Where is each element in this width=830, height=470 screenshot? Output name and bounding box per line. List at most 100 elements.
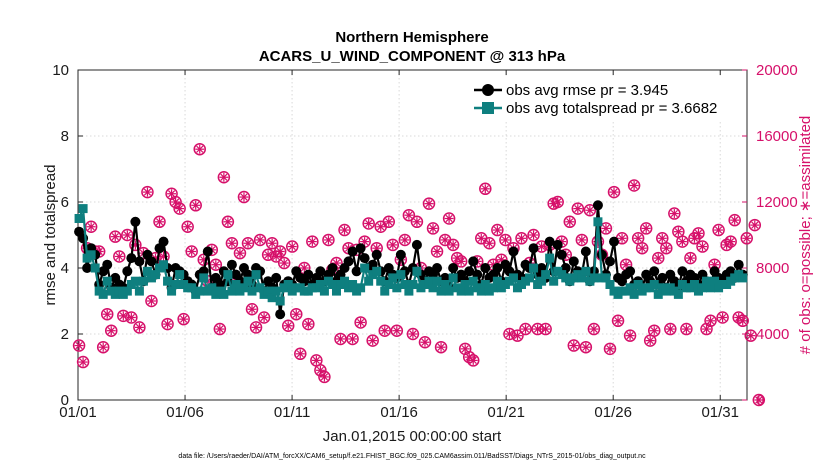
rmse-point bbox=[158, 236, 169, 247]
asterisk-stroke bbox=[694, 229, 703, 237]
spread-point bbox=[436, 286, 446, 296]
possible-obs-point bbox=[623, 329, 637, 342]
possible-obs-point bbox=[563, 215, 577, 229]
assimilated-obs-point bbox=[661, 243, 671, 253]
spread-point bbox=[710, 276, 720, 286]
rmse-point bbox=[508, 246, 519, 257]
spread-point bbox=[271, 286, 281, 296]
asterisk-stroke bbox=[590, 325, 598, 333]
rmse-point bbox=[347, 246, 358, 257]
possible-obs-point bbox=[72, 339, 86, 352]
spread-point bbox=[412, 266, 422, 276]
assimilated-obs-point bbox=[746, 331, 756, 341]
assimilated-obs-point bbox=[637, 243, 647, 253]
spread-point bbox=[142, 266, 152, 276]
rmse-point bbox=[552, 239, 563, 250]
spread-point bbox=[541, 270, 551, 280]
spread-point bbox=[428, 283, 438, 293]
spread-point bbox=[581, 266, 591, 276]
asterisk-stroke bbox=[167, 190, 176, 198]
asterisk-stroke bbox=[642, 224, 650, 233]
possible-obs-point bbox=[442, 212, 456, 225]
spread-point bbox=[263, 286, 273, 296]
assimilated-obs-point bbox=[581, 342, 591, 352]
x-tick-label: 01/31 bbox=[701, 404, 739, 421]
possible-obs-point bbox=[752, 393, 766, 407]
possible-obs-point bbox=[422, 197, 436, 210]
assimilated-obs-point bbox=[211, 260, 221, 270]
rmse-point bbox=[122, 266, 133, 277]
possible-obs-point bbox=[318, 370, 331, 384]
asterisk-stroke bbox=[574, 204, 582, 213]
assimilated-obs-point bbox=[480, 184, 490, 194]
asterisk-stroke bbox=[304, 320, 312, 328]
rmse-point bbox=[343, 256, 354, 267]
possible-obs-point bbox=[378, 324, 392, 337]
possible-obs-point bbox=[173, 202, 186, 215]
assimilated-obs-point bbox=[146, 296, 156, 306]
asterisk-stroke bbox=[517, 234, 526, 242]
asterisk-stroke bbox=[212, 261, 220, 269]
assimilated-obs-point bbox=[179, 314, 189, 324]
assimilated-obs-point bbox=[291, 309, 301, 319]
possible-obs-point bbox=[712, 223, 725, 237]
spread-point bbox=[400, 280, 410, 289]
asterisk-stroke bbox=[477, 234, 485, 242]
possible-obs-point bbox=[104, 324, 118, 337]
rmse-point bbox=[411, 239, 422, 250]
possible-obs-point bbox=[660, 241, 673, 255]
y-tick-label: 10 bbox=[52, 62, 69, 79]
spread-point bbox=[605, 280, 615, 289]
asterisk-stroke bbox=[429, 224, 437, 233]
spread-point bbox=[219, 289, 229, 299]
assimilated-obs-point bbox=[303, 319, 313, 329]
spread-point bbox=[86, 250, 96, 260]
rmse-point bbox=[649, 266, 660, 277]
asterisk-stroke bbox=[316, 366, 325, 374]
rmse-point bbox=[130, 216, 141, 227]
asterisk-stroke bbox=[690, 234, 699, 242]
assimilated-obs-point bbox=[601, 223, 611, 233]
assimilated-obs-point bbox=[368, 336, 378, 346]
possible-obs-point bbox=[479, 182, 492, 196]
assimilated-obs-point bbox=[537, 242, 547, 252]
x-axis-ticks: 01/01 01/06 01/11 01/16 01/21 01/26 01/31 bbox=[59, 70, 739, 421]
assimilated-obs-point bbox=[167, 189, 177, 199]
possible-obs-point bbox=[121, 228, 134, 242]
possible-obs-point bbox=[366, 334, 379, 347]
asterisk-stroke bbox=[582, 343, 590, 351]
spread-point bbox=[175, 270, 185, 280]
assimilated-obs-point bbox=[444, 214, 454, 223]
assimilated-obs-point bbox=[356, 317, 366, 327]
spread-point bbox=[480, 280, 490, 289]
possible-obs-point bbox=[290, 307, 303, 321]
asterisk-stroke bbox=[674, 228, 682, 236]
spread-point bbox=[380, 286, 390, 296]
assimilated-obs-point bbox=[577, 235, 587, 245]
assimilated-obs-point bbox=[384, 217, 394, 227]
assimilated-obs-point bbox=[336, 334, 346, 344]
asterisk-stroke bbox=[739, 317, 747, 325]
possible-obs-point bbox=[213, 322, 227, 336]
spread-point bbox=[702, 276, 712, 286]
asterisk-stroke bbox=[252, 323, 260, 332]
asterisk-stroke bbox=[421, 338, 429, 346]
assimilated-obs-point bbox=[460, 344, 470, 354]
spread-point bbox=[697, 283, 707, 293]
asterisk-stroke bbox=[554, 198, 562, 206]
asterisk-stroke bbox=[425, 200, 433, 208]
possible-obs-point bbox=[277, 256, 291, 270]
spread-point bbox=[122, 286, 132, 296]
assimilated-obs-point bbox=[633, 233, 643, 243]
spread-point bbox=[706, 283, 716, 293]
spread-point bbox=[738, 273, 748, 283]
asterisk-stroke bbox=[300, 264, 308, 272]
asterisk-stroke bbox=[393, 327, 401, 335]
rmse-point bbox=[568, 256, 579, 267]
y-tick-label: 6 bbox=[61, 194, 69, 211]
possible-obs-point bbox=[571, 202, 585, 215]
possible-obs-point bbox=[265, 237, 279, 250]
possible-obs-point bbox=[418, 336, 432, 349]
spread-point bbox=[529, 263, 539, 273]
assimilated-obs-point bbox=[500, 235, 510, 245]
